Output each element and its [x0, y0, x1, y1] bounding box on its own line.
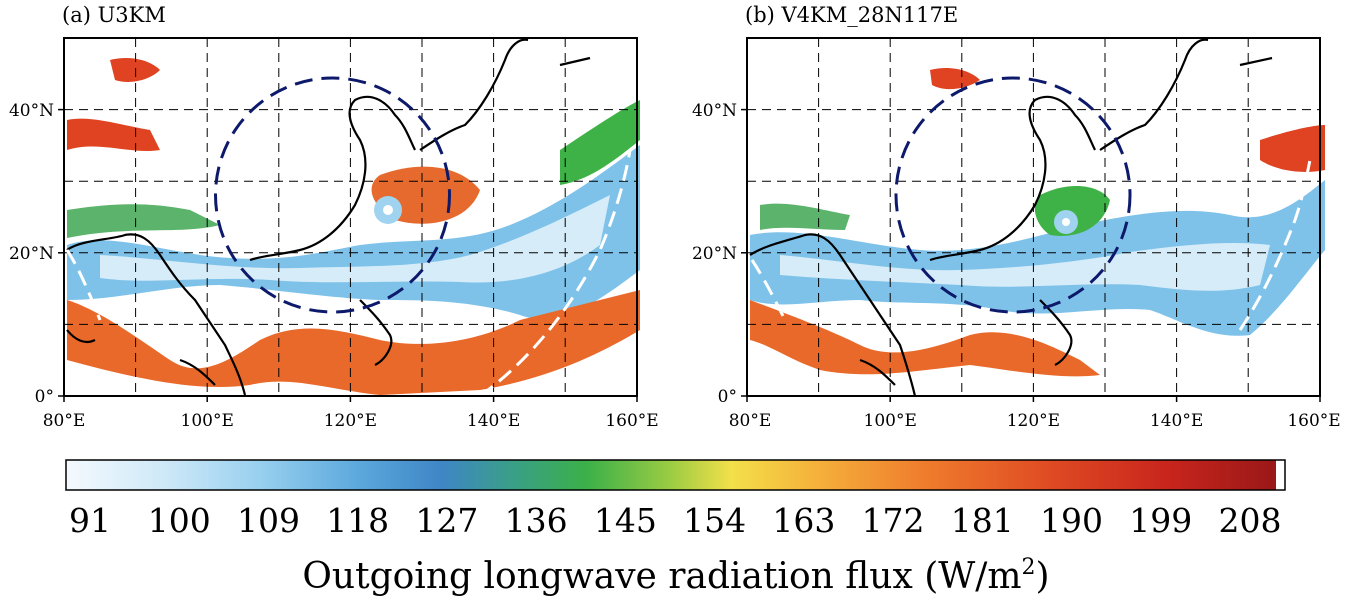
- olr-field-b: [750, 68, 1325, 377]
- x-tick-b-4: 160°E: [1287, 411, 1340, 431]
- x-tick-b-3: 140°E: [1150, 411, 1203, 431]
- colorbar-tick-6: 145: [594, 501, 657, 540]
- colorbar-tick-11: 190: [1040, 501, 1103, 540]
- x-tick-b-0: 80°E: [729, 411, 772, 431]
- grid-a: [64, 38, 637, 396]
- colorbar-tick-8: 163: [772, 501, 835, 540]
- colorbar-tick-13: 208: [1219, 501, 1282, 540]
- x-tick-a-2: 120°E: [324, 411, 377, 431]
- analysis-circle-b: [894, 76, 1132, 314]
- y-tick-a-0: 0°: [35, 387, 54, 407]
- colorbar-tick-5: 136: [505, 501, 568, 540]
- colorbar-tick-2: 109: [237, 501, 300, 540]
- tickmarks-a: [58, 108, 638, 402]
- tickmarks-b: [741, 108, 1321, 402]
- y-tick-b-2: 40°N: [692, 101, 737, 121]
- colorbar-tick-7: 154: [683, 501, 746, 540]
- colorbar-title-sup: 2: [1022, 555, 1036, 580]
- colorbar-title: Outgoing longwave radiation flux (W/m2): [302, 555, 1049, 597]
- colorbar-tick-9: 172: [862, 501, 925, 540]
- olr-field-a: [67, 58, 640, 395]
- y-tick-a-1: 20°N: [9, 244, 54, 264]
- x-tick-a-3: 140°E: [467, 411, 520, 431]
- colorbar-tick-4: 127: [415, 501, 478, 540]
- x-tick-b-1: 100°E: [864, 411, 917, 431]
- white-line-left-a: [65, 249, 102, 321]
- white-line-left-b: [750, 259, 787, 321]
- panel-a-title: (a) U3KM: [62, 3, 166, 27]
- x-tick-a-0: 80°E: [43, 411, 86, 431]
- panel-b: (b) V4KM_28N117E: [692, 3, 1341, 431]
- colorbar-tick-10: 181: [951, 501, 1014, 540]
- x-tick-a-4: 160°E: [605, 411, 658, 431]
- colorbar-tick-0: 91: [69, 501, 111, 540]
- x-tick-b-2: 120°E: [1007, 411, 1060, 431]
- y-tick-a-2: 40°N: [9, 101, 54, 121]
- colorbar-tick-1: 100: [148, 501, 211, 540]
- coastlines-a: [66, 38, 591, 396]
- analysis-circle-a: [214, 76, 451, 314]
- y-tick-b-1: 20°N: [692, 244, 737, 264]
- coastlines-b: [749, 38, 1273, 397]
- colorbar-tick-12: 199: [1129, 501, 1192, 540]
- colorbar: 91 100 109 118 127 136 145 154 163 172 181 190 199 20…: [65, 459, 1286, 597]
- grid-b: [747, 38, 1320, 396]
- colorbar-gradient: [66, 460, 1276, 490]
- colorbar-end-cap: [1276, 460, 1285, 490]
- colorbar-frame: [65, 459, 1286, 491]
- colorbar-title-end: ): [1036, 556, 1050, 597]
- colorbar-title-main: Outgoing longwave radiation flux (W/m: [302, 556, 1021, 597]
- x-tick-a-1: 100°E: [181, 411, 234, 431]
- y-tick-b-0: 0°: [718, 387, 737, 407]
- panel-b-title: (b) V4KM_28N117E: [745, 3, 958, 27]
- white-trough-line-a: [479, 149, 632, 398]
- colorbar-tick-3: 118: [326, 501, 389, 540]
- white-trough-line-b: [1238, 159, 1312, 331]
- panel-a: (a) U3KM: [9, 3, 659, 431]
